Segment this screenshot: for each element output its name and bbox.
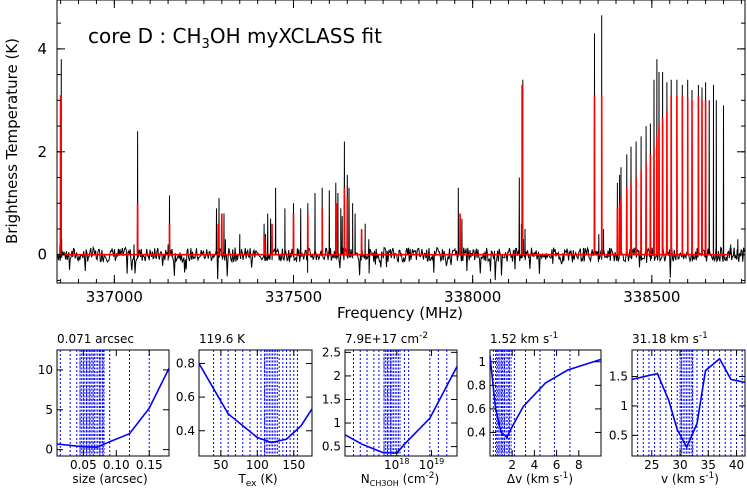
panel-x-tick-label: 30: [672, 458, 687, 472]
panel-y-tick-label: 0.5: [322, 440, 341, 454]
panel-y-tick-label: 0.6: [176, 390, 195, 404]
panel-x-tick-label: 4: [531, 458, 539, 472]
panel-y-tick-label: 0.4: [176, 424, 195, 438]
panel-y-tick-label: 1.5: [322, 392, 341, 406]
main-x-tick-label: 338500: [623, 288, 680, 306]
panel-y-tick-label: 10: [38, 363, 53, 377]
velocity-panel-title: 31.18 km s-1: [632, 331, 708, 346]
panel-y-tick-label: 0.4: [467, 425, 486, 439]
panel-frame: [56, 349, 170, 457]
panel-frame: [489, 349, 602, 457]
panel-frame: [631, 349, 746, 457]
main-x-tick-label: 338000: [444, 288, 501, 306]
panel-x-tick-label: 40: [729, 458, 744, 472]
column-density-panel-title: 7.9E+17 cm-2: [345, 331, 428, 346]
chi-square-curve: [344, 366, 458, 455]
panel-y-tick-label: 1: [478, 355, 486, 369]
main-series-group: [57, 15, 745, 281]
model-spectrum-line: [57, 84, 730, 256]
main-spectrum-panel: 337000 337500 338000 338500 0 2 4 core D : CH3…: [3, 0, 746, 322]
panel-x-tick-label: 0.05: [70, 458, 97, 472]
panel-y-tick-label: 1: [333, 416, 341, 430]
linewidth-panel-title: 1.52 km s-1: [490, 331, 558, 346]
size-panel: 0.071 arcsec size (arcsec) 0.05 0.10 0.15 0…: [38, 332, 170, 486]
chi-square-curve: [198, 363, 313, 444]
main-x-axis-label: Frequency (MHz): [337, 304, 463, 322]
panel-x-tick-label: 100: [246, 458, 269, 472]
chi-square-curve: [56, 367, 170, 449]
panel-y-tick-label: 1: [620, 399, 628, 413]
panel-x-tick-label: 25: [644, 458, 659, 472]
panel-y-tick-label: 0: [45, 443, 53, 457]
column-density-panel: 7.9E+17 cm-2 NCH3OH (cm-2) 1018 1019 0.5 1 1…: [322, 331, 458, 488]
main-y-tick-label: 4: [37, 40, 47, 58]
main-y-tick-label: 2: [37, 143, 47, 161]
panel-x-tick-label: 2: [508, 458, 516, 472]
panel-x-tick-label: 35: [701, 458, 716, 472]
panel-y-tick-label: 0.6: [467, 402, 486, 416]
velocity-panel: 31.18 km s-1 v (km s-1) 25 30 35 40 0.5 1 1.5: [609, 331, 746, 486]
observed-spectrum-line: [57, 15, 745, 281]
column-density-panel-x-label: NCH3OH (cm-2): [361, 471, 439, 488]
linewidth-panel-x-label: Δv (km s-1): [507, 471, 573, 486]
tex-panel-title: 119.6 K: [199, 332, 246, 346]
panel-frame: [198, 349, 313, 457]
size-panel-x-label: size (arcsec): [72, 472, 147, 486]
panel-y-tick-label: 2: [333, 369, 341, 383]
panel-y-tick-label: 0.5: [609, 428, 628, 442]
velocity-panel-x-label: v (km s-1): [661, 471, 719, 486]
tex-panel: 119.6 K Tex (K) 50 100 150 0.4 0.6 0.8: [176, 332, 313, 489]
panel-frame: [344, 349, 458, 457]
panel-x-tick-label: 0.15: [136, 458, 163, 472]
panel-y-tick-label: 0.8: [467, 378, 486, 392]
chi-square-curve: [631, 357, 746, 450]
main-y-tick-label: 0: [37, 246, 47, 264]
main-axes-group: 337000 337500 338000 338500 0 2 4: [37, 0, 745, 306]
panel-y-tick-label: 0.8: [176, 356, 195, 370]
panel-x-tick-label: 6: [553, 458, 561, 472]
panel-x-tick-label: 8: [575, 458, 583, 472]
tex-panel-x-label: Tex (K): [237, 472, 277, 489]
size-panel-title: 0.071 arcsec: [57, 332, 134, 346]
panel-x-tick-label: 150: [282, 458, 305, 472]
main-x-tick-label: 337500: [265, 288, 322, 306]
panel-x-tick-label: 0.10: [103, 458, 130, 472]
panel-y-tick-label: 1.5: [609, 370, 628, 384]
panel-x-tick-label: 1019: [419, 457, 444, 472]
panel-x-tick-label: 50: [213, 458, 228, 472]
chi-square-curve: [489, 355, 602, 439]
panel-x-tick-label: 1018: [384, 457, 409, 472]
panel-y-tick-label: 2.5: [322, 345, 341, 359]
linewidth-panel: 1.52 km s-1 Δv (km s-1) 2 4 6 8 0.4 0.6 0.8 1: [467, 331, 602, 486]
panel-y-tick-label: 5: [45, 403, 53, 417]
main-x-tick-label: 337000: [86, 288, 143, 306]
main-y-axis-label: Brightness Temperature (K): [3, 38, 21, 244]
main-title: core D : CH3OH myXCLASS fit: [88, 24, 382, 52]
